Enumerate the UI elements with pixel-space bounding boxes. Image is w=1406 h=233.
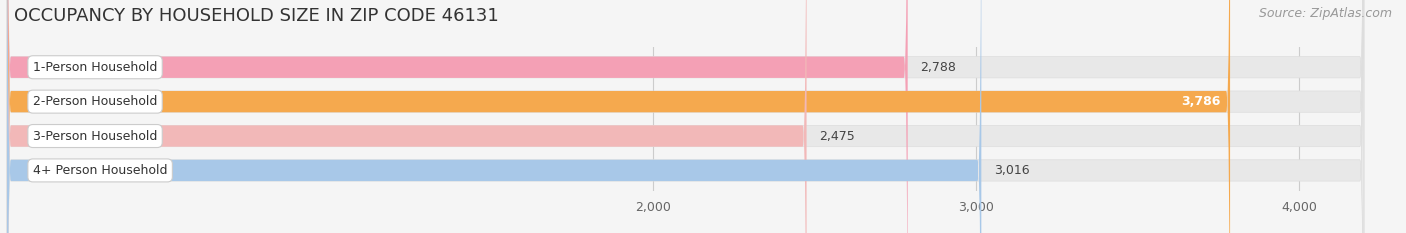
Text: 4+ Person Household: 4+ Person Household xyxy=(32,164,167,177)
Text: 2,788: 2,788 xyxy=(921,61,956,74)
Text: 2,475: 2,475 xyxy=(820,130,855,143)
Text: 1-Person Household: 1-Person Household xyxy=(32,61,157,74)
FancyBboxPatch shape xyxy=(7,0,1364,233)
FancyBboxPatch shape xyxy=(7,0,981,233)
FancyBboxPatch shape xyxy=(7,0,807,233)
Text: Source: ZipAtlas.com: Source: ZipAtlas.com xyxy=(1258,7,1392,20)
FancyBboxPatch shape xyxy=(7,0,1364,233)
Text: 3,786: 3,786 xyxy=(1181,95,1220,108)
FancyBboxPatch shape xyxy=(7,0,1230,233)
Text: 3,016: 3,016 xyxy=(994,164,1029,177)
FancyBboxPatch shape xyxy=(7,0,908,233)
Text: OCCUPANCY BY HOUSEHOLD SIZE IN ZIP CODE 46131: OCCUPANCY BY HOUSEHOLD SIZE IN ZIP CODE … xyxy=(14,7,499,25)
Text: 3-Person Household: 3-Person Household xyxy=(32,130,157,143)
FancyBboxPatch shape xyxy=(7,0,1364,233)
Text: 2-Person Household: 2-Person Household xyxy=(32,95,157,108)
FancyBboxPatch shape xyxy=(7,0,1364,233)
